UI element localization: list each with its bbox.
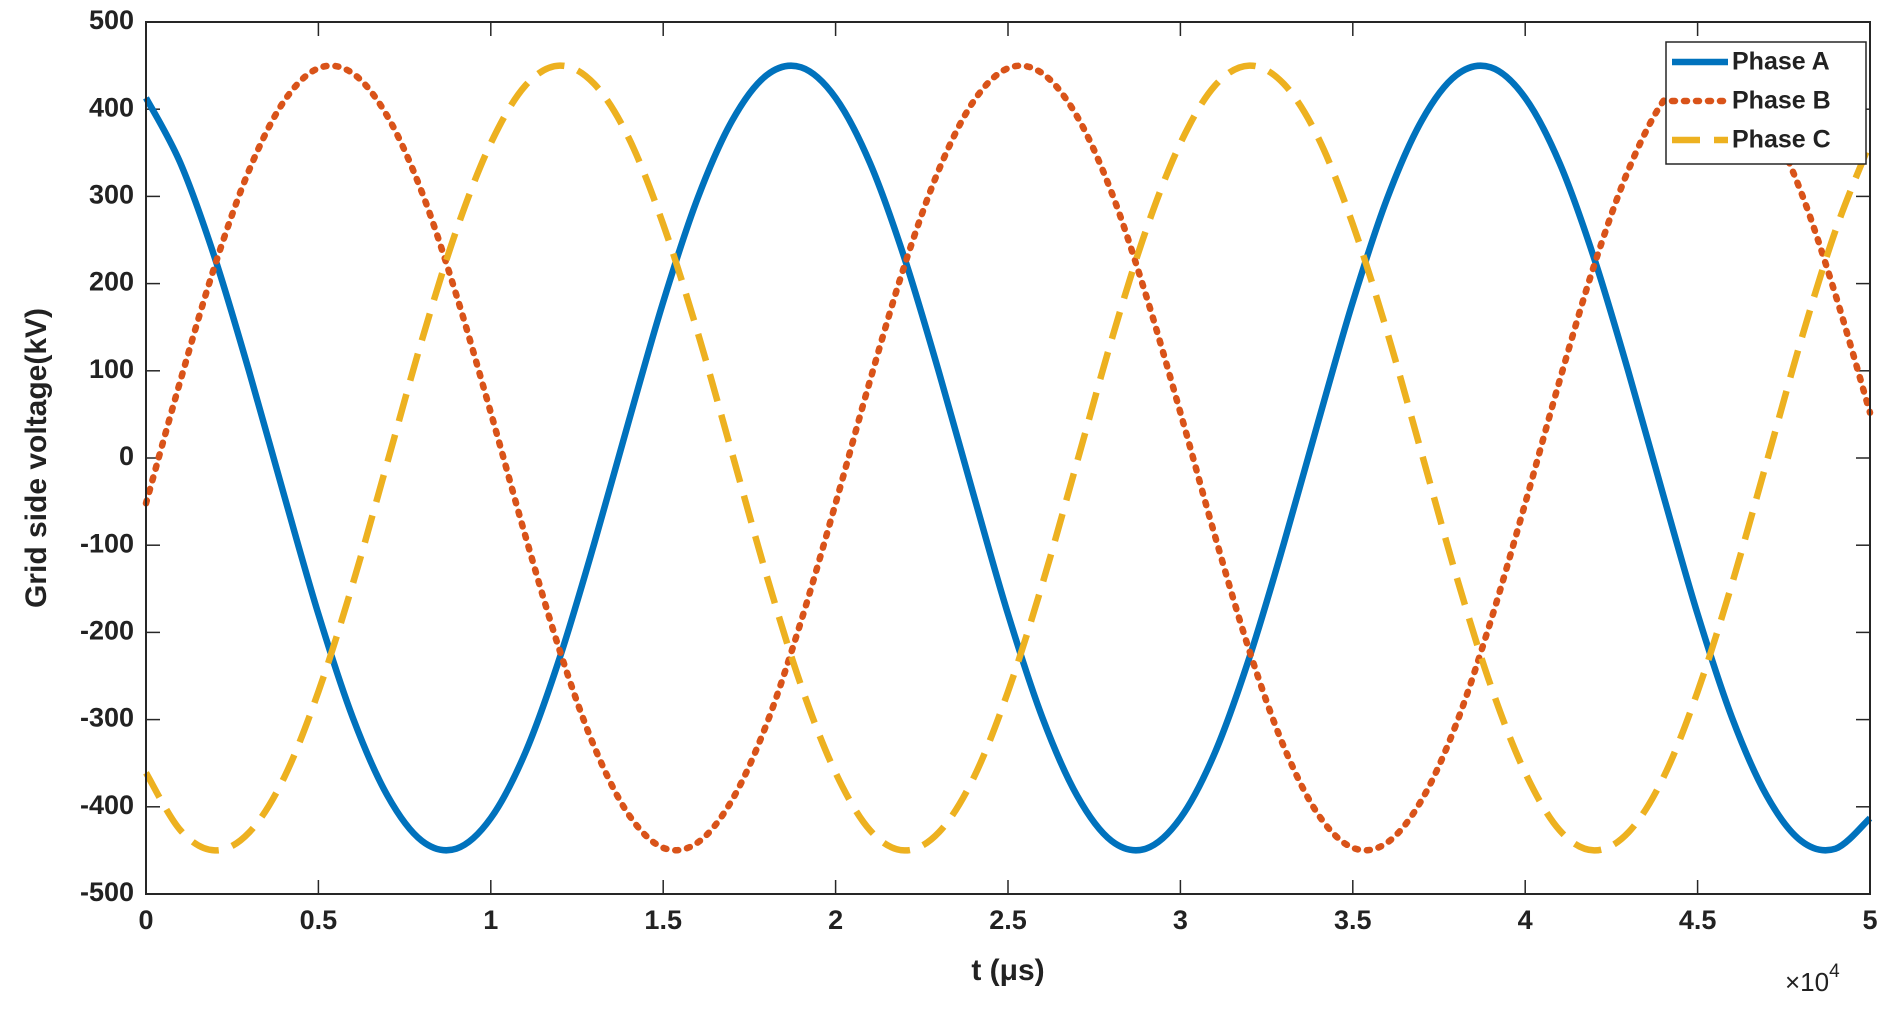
y-tick-label: 100 bbox=[89, 354, 134, 384]
y-tick-label: 300 bbox=[89, 180, 134, 210]
x-tick-label: 1 bbox=[483, 905, 498, 935]
multiplier-base: ×10 bbox=[1785, 967, 1829, 997]
y-tick-label: -200 bbox=[80, 616, 134, 646]
x-tick-label: 0 bbox=[138, 905, 153, 935]
legend: Phase A Phase B Phase C bbox=[1665, 41, 1867, 165]
x-tick-label: 2.5 bbox=[989, 905, 1027, 935]
x-tick-label: 0.5 bbox=[300, 905, 338, 935]
legend-label: Phase B bbox=[1732, 87, 1831, 115]
series-line bbox=[143, 62, 1873, 854]
y-axis-label: Grid side voltage(kV) bbox=[20, 308, 53, 608]
x-multiplier: ×104 bbox=[1785, 961, 1840, 997]
y-tick-label: -100 bbox=[80, 528, 134, 558]
x-axis-label: t (μs) bbox=[971, 954, 1044, 987]
y-tick-label: -400 bbox=[80, 790, 134, 820]
axes-box bbox=[145, 21, 1871, 895]
y-tick-label: 400 bbox=[89, 92, 134, 122]
x-tick-label: 5 bbox=[1862, 905, 1877, 935]
x-tick-label: 4 bbox=[1518, 905, 1533, 935]
multiplier-exponent: 4 bbox=[1829, 961, 1840, 982]
x-tick-label: 4.5 bbox=[1679, 905, 1717, 935]
x-tick-label: 1.5 bbox=[644, 905, 682, 935]
x-tick-label: 3.5 bbox=[1334, 905, 1372, 935]
y-tick-label: 500 bbox=[89, 5, 134, 35]
y-tick-label: 200 bbox=[89, 267, 134, 297]
y-tick-label: -500 bbox=[80, 877, 134, 907]
legend-label: Phase C bbox=[1732, 126, 1831, 154]
y-tick-label: 0 bbox=[119, 441, 134, 471]
x-tick-label: 3 bbox=[1173, 905, 1188, 935]
series-line bbox=[143, 62, 1874, 854]
x-tick-label: 2 bbox=[828, 905, 843, 935]
legend-label: Phase A bbox=[1732, 48, 1830, 76]
series-line bbox=[142, 62, 1874, 854]
y-tick-label: -300 bbox=[80, 703, 134, 733]
